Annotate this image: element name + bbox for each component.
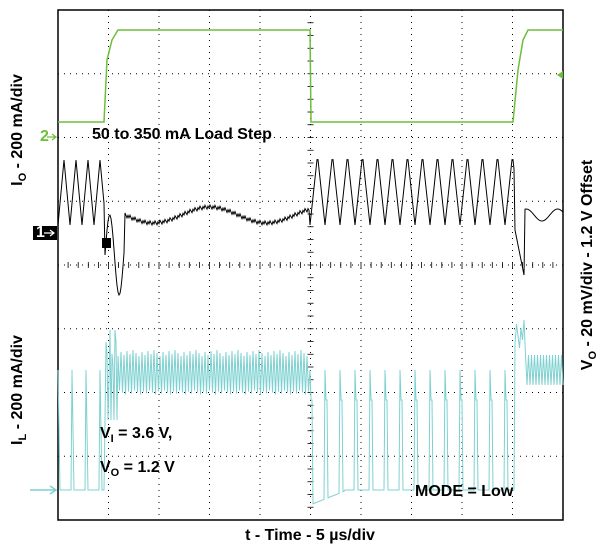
- ch1-marker: 1: [36, 224, 45, 241]
- label-sub: O: [587, 351, 599, 360]
- label-rest: = 1.2 V: [119, 459, 175, 476]
- label-sub: O: [17, 172, 29, 181]
- label-sub: L: [17, 433, 29, 440]
- label-rest: - 200 mA/div: [9, 335, 26, 434]
- io-axis-label: IO - 200 mA/div: [9, 74, 29, 186]
- io-trigger-arrow: [557, 71, 563, 79]
- ch2-arrow: [47, 133, 57, 141]
- traces: [57, 29, 564, 505]
- il-axis-label: IL - 200 mA/div: [9, 335, 29, 445]
- il-trace: [57, 319, 564, 505]
- ch1-arrow: [44, 229, 55, 237]
- label-main: I: [9, 440, 26, 444]
- load-step-label: 50 to 350 mA Load Step: [92, 126, 272, 143]
- grid: [57, 9, 563, 521]
- mode-label: MODE = Low: [415, 483, 514, 500]
- label-main: V: [579, 359, 596, 370]
- il-ground-arrow: [30, 485, 58, 495]
- vo-axis-label: VO - 20 mV/div - 1.2 V Offset: [579, 159, 599, 370]
- vo-trace: [57, 159, 564, 297]
- label-rest: - 200 mA/div: [9, 74, 26, 173]
- label-main: V: [100, 459, 111, 476]
- label-rest: = 3.6 V,: [114, 425, 173, 442]
- vi-label: VI = 3.6 V,: [100, 425, 172, 445]
- label-rest: - 20 mV/div - 1.2 V Offset: [579, 159, 596, 351]
- label-main: V: [100, 425, 111, 442]
- label-sub: O: [111, 467, 120, 479]
- label-sub: I: [111, 433, 114, 445]
- time-axis-label: t - Time - 5 µs/div: [245, 527, 375, 544]
- trigger-marker: [102, 238, 111, 248]
- label-main: I: [9, 181, 26, 185]
- io-trace: [58, 29, 563, 123]
- ch2-marker: 2: [40, 128, 49, 145]
- vo-label: VO = 1.2 V: [100, 459, 175, 479]
